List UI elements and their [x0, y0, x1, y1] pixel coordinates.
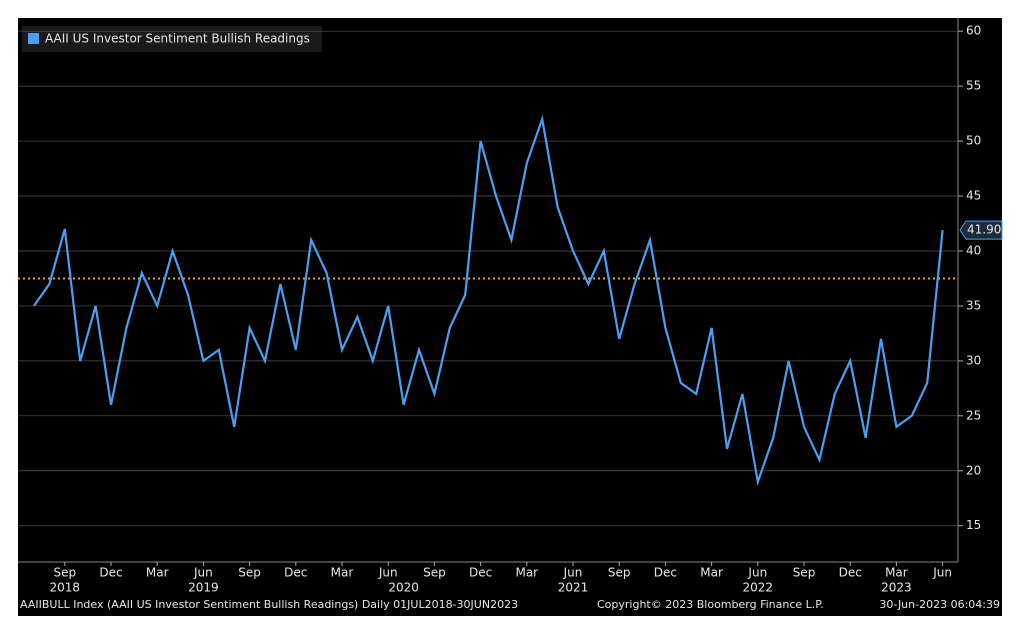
footer-copyright: Copyright© 2023 Bloomberg Finance L.P.: [597, 598, 824, 611]
legend-box: [22, 26, 322, 52]
x-year-label: 2023: [881, 581, 912, 595]
y-tick-label: 30: [966, 353, 981, 367]
series-line: [33, 114, 944, 487]
x-tick-label: Dec: [469, 566, 492, 580]
legend-label: AAII US Investor Sentiment Bullish Readi…: [45, 32, 310, 46]
background: [18, 18, 1002, 616]
x-year-label: 2019: [188, 581, 219, 595]
x-tick-label: Sep: [423, 566, 446, 580]
footer-description: AAIIBULL Index (AAII US Investor Sentime…: [20, 598, 518, 611]
x-tick-label: Sep: [608, 566, 631, 580]
y-tick-label: 15: [966, 518, 981, 532]
y-tick-label: 45: [966, 189, 981, 203]
x-tick-label: Jun: [932, 566, 952, 580]
y-tick-label: 55: [966, 79, 981, 93]
x-tick-label: Mar: [515, 566, 538, 580]
legend-swatch: [28, 33, 39, 44]
x-year-label: 2021: [558, 581, 589, 595]
x-tick-label: Dec: [284, 566, 307, 580]
x-tick-label: Sep: [238, 566, 261, 580]
x-tick-label: Mar: [146, 566, 169, 580]
x-tick-label: Dec: [654, 566, 677, 580]
x-tick-label: Dec: [839, 566, 862, 580]
x-tick-label: Mar: [331, 566, 354, 580]
x-tick-label: Jun: [563, 566, 583, 580]
x-tick-label: Mar: [700, 566, 723, 580]
y-tick-label: 35: [966, 298, 981, 312]
x-year-label: 2022: [743, 581, 774, 595]
y-tick-label: 25: [966, 408, 981, 422]
value-label-box: [959, 220, 1003, 240]
x-tick-label: Jun: [378, 566, 398, 580]
x-year-label: 2018: [50, 581, 81, 595]
x-year-label: 2020: [388, 581, 419, 595]
y-tick-label: 50: [966, 134, 981, 148]
x-tick-label: Jun: [193, 566, 213, 580]
x-tick-label: Sep: [53, 566, 76, 580]
y-tick-label: 40: [966, 243, 981, 257]
footer-timestamp: 30-Jun-2023 06:04:39: [879, 598, 1000, 611]
x-tick-label: Jun: [747, 566, 767, 580]
x-tick-label: Dec: [99, 566, 122, 580]
y-tick-label: 20: [966, 463, 981, 477]
x-tick-label: Sep: [793, 566, 816, 580]
value-label: 41.90: [967, 223, 1001, 237]
y-tick-label: 60: [966, 24, 981, 38]
x-tick-label: Mar: [885, 566, 908, 580]
